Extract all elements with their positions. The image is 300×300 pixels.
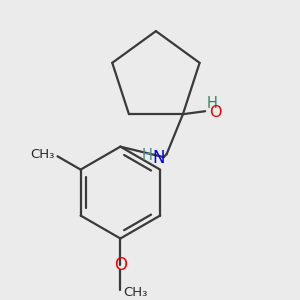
Text: CH₃: CH₃ <box>123 286 148 299</box>
Text: H: H <box>142 148 153 163</box>
Text: O: O <box>209 105 221 120</box>
Text: H: H <box>207 96 218 111</box>
Text: O: O <box>114 256 127 274</box>
Text: CH₃: CH₃ <box>30 148 55 161</box>
Text: N: N <box>152 149 165 167</box>
